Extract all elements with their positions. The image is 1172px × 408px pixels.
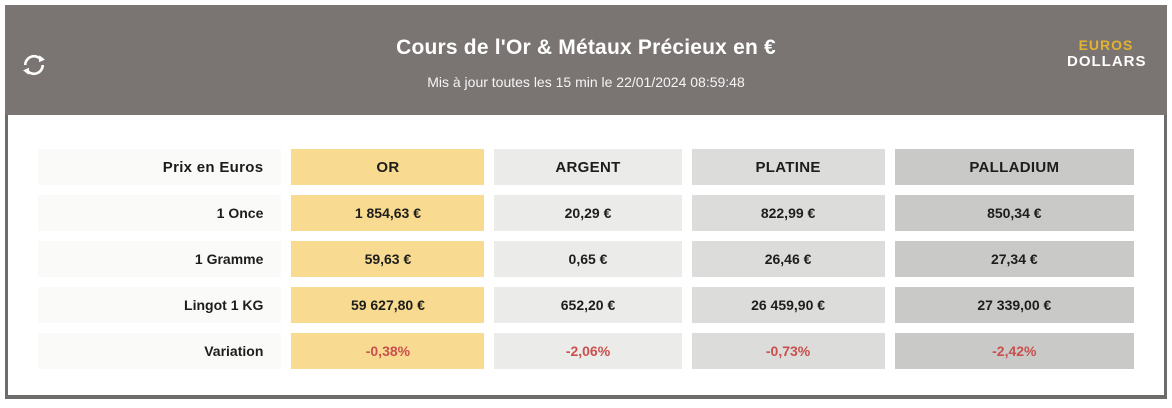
price-cell-once-argent: 20,29 € xyxy=(494,195,682,231)
price-cell-lingot-or: 59 627,80 € xyxy=(291,287,485,323)
row-label: Lingot 1 KG xyxy=(38,287,282,323)
price-cell-gramme-platine: 26,46 € xyxy=(691,241,885,277)
column-header-or: OR xyxy=(291,149,485,185)
price-cell-lingot-platine: 26 459,90 € xyxy=(691,287,885,323)
row-label: 1 Once xyxy=(38,195,282,231)
currency-option-dollars[interactable]: DOLLARS xyxy=(1067,53,1147,70)
price-cell-gramme-palladium: 27,34 € xyxy=(894,241,1134,277)
page-title: Cours de l'Or & Métaux Précieux en € xyxy=(396,36,776,59)
corner-header-cell: Prix en Euros xyxy=(38,149,282,185)
price-cell-once-or: 1 854,63 € xyxy=(291,195,485,231)
widget-header: Cours de l'Or & Métaux Précieux en € Mis… xyxy=(5,5,1167,115)
price-table: Prix en Euros OR ARGENT PLATINE PALLADIU… xyxy=(38,149,1134,369)
currency-toggle: EUROS DOLLARS xyxy=(1067,37,1147,70)
price-cell-gramme-argent: 0,65 € xyxy=(494,241,682,277)
table-header-row: Prix en Euros OR ARGENT PLATINE PALLADIU… xyxy=(38,149,1134,185)
table-row-once: 1 Once 1 854,63 € 20,29 € 822,99 € 850,3… xyxy=(38,195,1134,231)
variation-cell-or: -0,38% xyxy=(291,333,485,369)
row-label: Variation xyxy=(38,333,282,369)
gold-price-widget: Cours de l'Or & Métaux Précieux en € Mis… xyxy=(5,5,1167,399)
price-cell-lingot-palladium: 27 339,00 € xyxy=(894,287,1134,323)
column-header-argent: ARGENT xyxy=(494,149,682,185)
table-row-gramme: 1 Gramme 59,63 € 0,65 € 26,46 € 27,34 € xyxy=(38,241,1134,277)
variation-cell-palladium: -2,42% xyxy=(894,333,1134,369)
table-row-lingot: Lingot 1 KG 59 627,80 € 652,20 € 26 459,… xyxy=(38,287,1134,323)
currency-option-euros[interactable]: EUROS xyxy=(1078,37,1134,53)
refresh-button[interactable] xyxy=(17,51,51,81)
refresh-icon xyxy=(18,54,50,82)
price-cell-gramme-or: 59,63 € xyxy=(291,241,485,277)
page: Cours de l'Or & Métaux Précieux en € Mis… xyxy=(5,5,1167,399)
last-updated-text: Mis à jour toutes les 15 min le 22/01/20… xyxy=(427,74,745,90)
price-cell-lingot-argent: 652,20 € xyxy=(494,287,682,323)
row-label: 1 Gramme xyxy=(38,241,282,277)
variation-cell-platine: -0,73% xyxy=(691,333,885,369)
column-header-platine: PLATINE xyxy=(691,149,885,185)
table-row-variation: Variation -0,38% -2,06% -0,73% -2,42% xyxy=(38,333,1134,369)
panel-body: Prix en Euros OR ARGENT PLATINE PALLADIU… xyxy=(5,115,1167,399)
column-header-palladium: PALLADIUM xyxy=(894,149,1134,185)
price-cell-once-palladium: 850,34 € xyxy=(894,195,1134,231)
variation-cell-argent: -2,06% xyxy=(494,333,682,369)
price-cell-once-platine: 822,99 € xyxy=(691,195,885,231)
